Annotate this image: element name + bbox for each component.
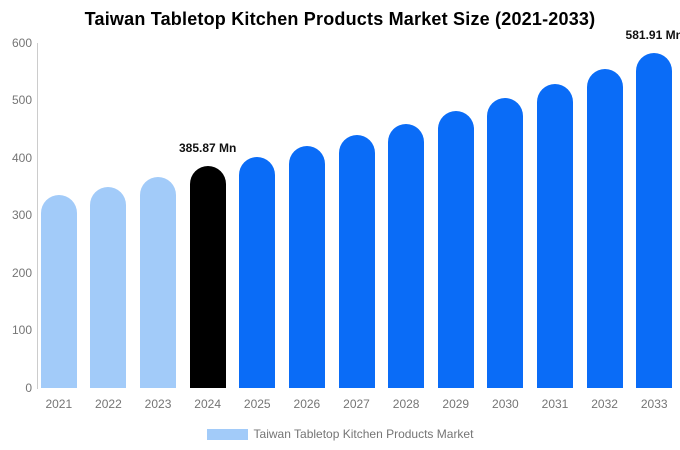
value-label-2024: 385.87 Mn	[178, 141, 237, 156]
y-tick-label-0: 0	[25, 380, 32, 395]
y-tick-label-200: 200	[11, 265, 32, 280]
x-tick-label-2023: 2023	[144, 397, 172, 411]
y-tick-label-500: 500	[11, 93, 32, 107]
y-axis-line	[37, 43, 38, 389]
x-tick-label-2022: 2022	[95, 397, 122, 411]
x-tick-label-2026: 2026	[293, 397, 321, 411]
bar-2024[interactable]	[189, 166, 226, 388]
x-tick-label-2031: 2031	[541, 397, 569, 411]
x-tick-label-2021: 2021	[45, 397, 73, 411]
chart-title: Taiwan Tabletop Kitchen Products Market …	[84, 9, 596, 29]
legend-swatch	[206, 428, 248, 440]
x-tick-label-2024: 2024	[194, 397, 221, 411]
bar-2026[interactable]	[288, 145, 325, 388]
bar-2032[interactable]	[586, 69, 623, 388]
legend-label: Taiwan Tabletop Kitchen Products Market	[253, 427, 474, 441]
y-tick-label-300: 300	[11, 208, 32, 222]
x-tick-label-2033: 2033	[640, 397, 668, 411]
x-tick-label-2029: 2029	[442, 397, 470, 411]
y-tick-label-100: 100	[11, 323, 32, 337]
bar-2021[interactable]	[40, 195, 77, 388]
value-label-2033: 581.91 Mn	[625, 28, 680, 43]
legend[interactable]: Taiwan Tabletop Kitchen Products Market	[0, 427, 680, 441]
bar-2023[interactable]	[140, 176, 177, 388]
bar-2028[interactable]	[388, 123, 425, 388]
x-tick-label-2025: 2025	[243, 397, 271, 411]
bar-2030[interactable]	[487, 98, 524, 388]
x-tick-label-2028: 2028	[392, 397, 420, 411]
bar-2025[interactable]	[239, 156, 276, 388]
x-tick-label-2032: 2032	[591, 397, 618, 411]
y-tick-label-600: 600	[11, 35, 32, 50]
bar-2027[interactable]	[338, 135, 375, 388]
y-tick-label-400: 400	[11, 150, 32, 165]
x-tick-label-2027: 2027	[343, 397, 370, 411]
bar-2033[interactable]	[636, 53, 673, 388]
bar-2029[interactable]	[437, 111, 474, 388]
bar-2031[interactable]	[537, 84, 573, 388]
x-tick-label-2030: 2030	[492, 397, 519, 411]
bar-2022[interactable]	[90, 187, 127, 388]
